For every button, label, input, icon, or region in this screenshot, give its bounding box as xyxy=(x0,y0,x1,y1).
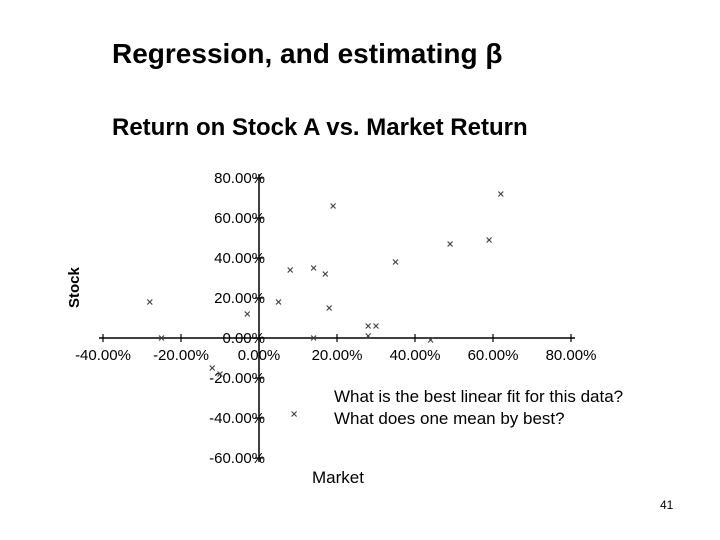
data-point xyxy=(365,323,372,329)
data-point xyxy=(244,311,251,317)
data-point xyxy=(310,265,317,271)
data-point xyxy=(287,267,294,273)
y-tick-label: 80.00% xyxy=(214,170,265,187)
y-tick-label: -20.00% xyxy=(209,370,265,387)
data-point xyxy=(158,335,165,341)
data-point xyxy=(373,323,379,329)
x-tick-label: -40.00% xyxy=(75,347,131,364)
y-tick-label: 40.00% xyxy=(214,250,265,267)
x-tick-label: 40.00% xyxy=(390,347,441,364)
slide-number: 41 xyxy=(660,498,674,512)
data-point xyxy=(291,411,298,417)
y-tick-label: -60.00% xyxy=(209,450,265,467)
chart-title: Return on Stock A vs. Market Return xyxy=(112,114,528,141)
data-point xyxy=(310,335,317,341)
y-tick-label: -40.00% xyxy=(209,410,265,427)
y-tick-label: 60.00% xyxy=(214,210,265,227)
data-point xyxy=(217,371,223,377)
data-point xyxy=(326,305,333,311)
data-point xyxy=(365,333,372,339)
x-tick-labels: -40.00% -20.00% 0.00% 20.00% 40.00% 60.00% 80.… xyxy=(75,347,596,364)
x-axis-label: Market xyxy=(312,468,364,487)
x-tick-label: 80.00% xyxy=(546,347,597,364)
x-tick-label: 60.00% xyxy=(468,347,519,364)
question-note: What is the best linear fit for this dat… xyxy=(334,387,624,428)
data-point xyxy=(322,271,329,277)
slide-title: Regression, and estimating β xyxy=(112,38,503,69)
data-points xyxy=(146,191,504,417)
data-point xyxy=(330,203,337,209)
y-tick-label: 20.00% xyxy=(214,290,265,307)
data-point xyxy=(497,191,504,197)
data-point xyxy=(275,299,282,305)
data-point xyxy=(146,299,153,305)
y-tick-labels: 80.00% 60.00% 40.00% 20.00% 0.00% -20.00% -40.… xyxy=(209,170,265,467)
x-tick-label: 20.00% xyxy=(312,347,363,364)
data-point xyxy=(392,259,399,265)
data-point xyxy=(486,237,493,243)
axes xyxy=(99,174,575,462)
x-tick-label: 0.00% xyxy=(238,347,281,364)
x-tick-label: -20.00% xyxy=(153,347,209,364)
y-tick-label: 0.00% xyxy=(222,330,265,347)
data-point xyxy=(447,241,454,247)
data-point xyxy=(427,337,434,343)
data-point xyxy=(209,365,216,371)
